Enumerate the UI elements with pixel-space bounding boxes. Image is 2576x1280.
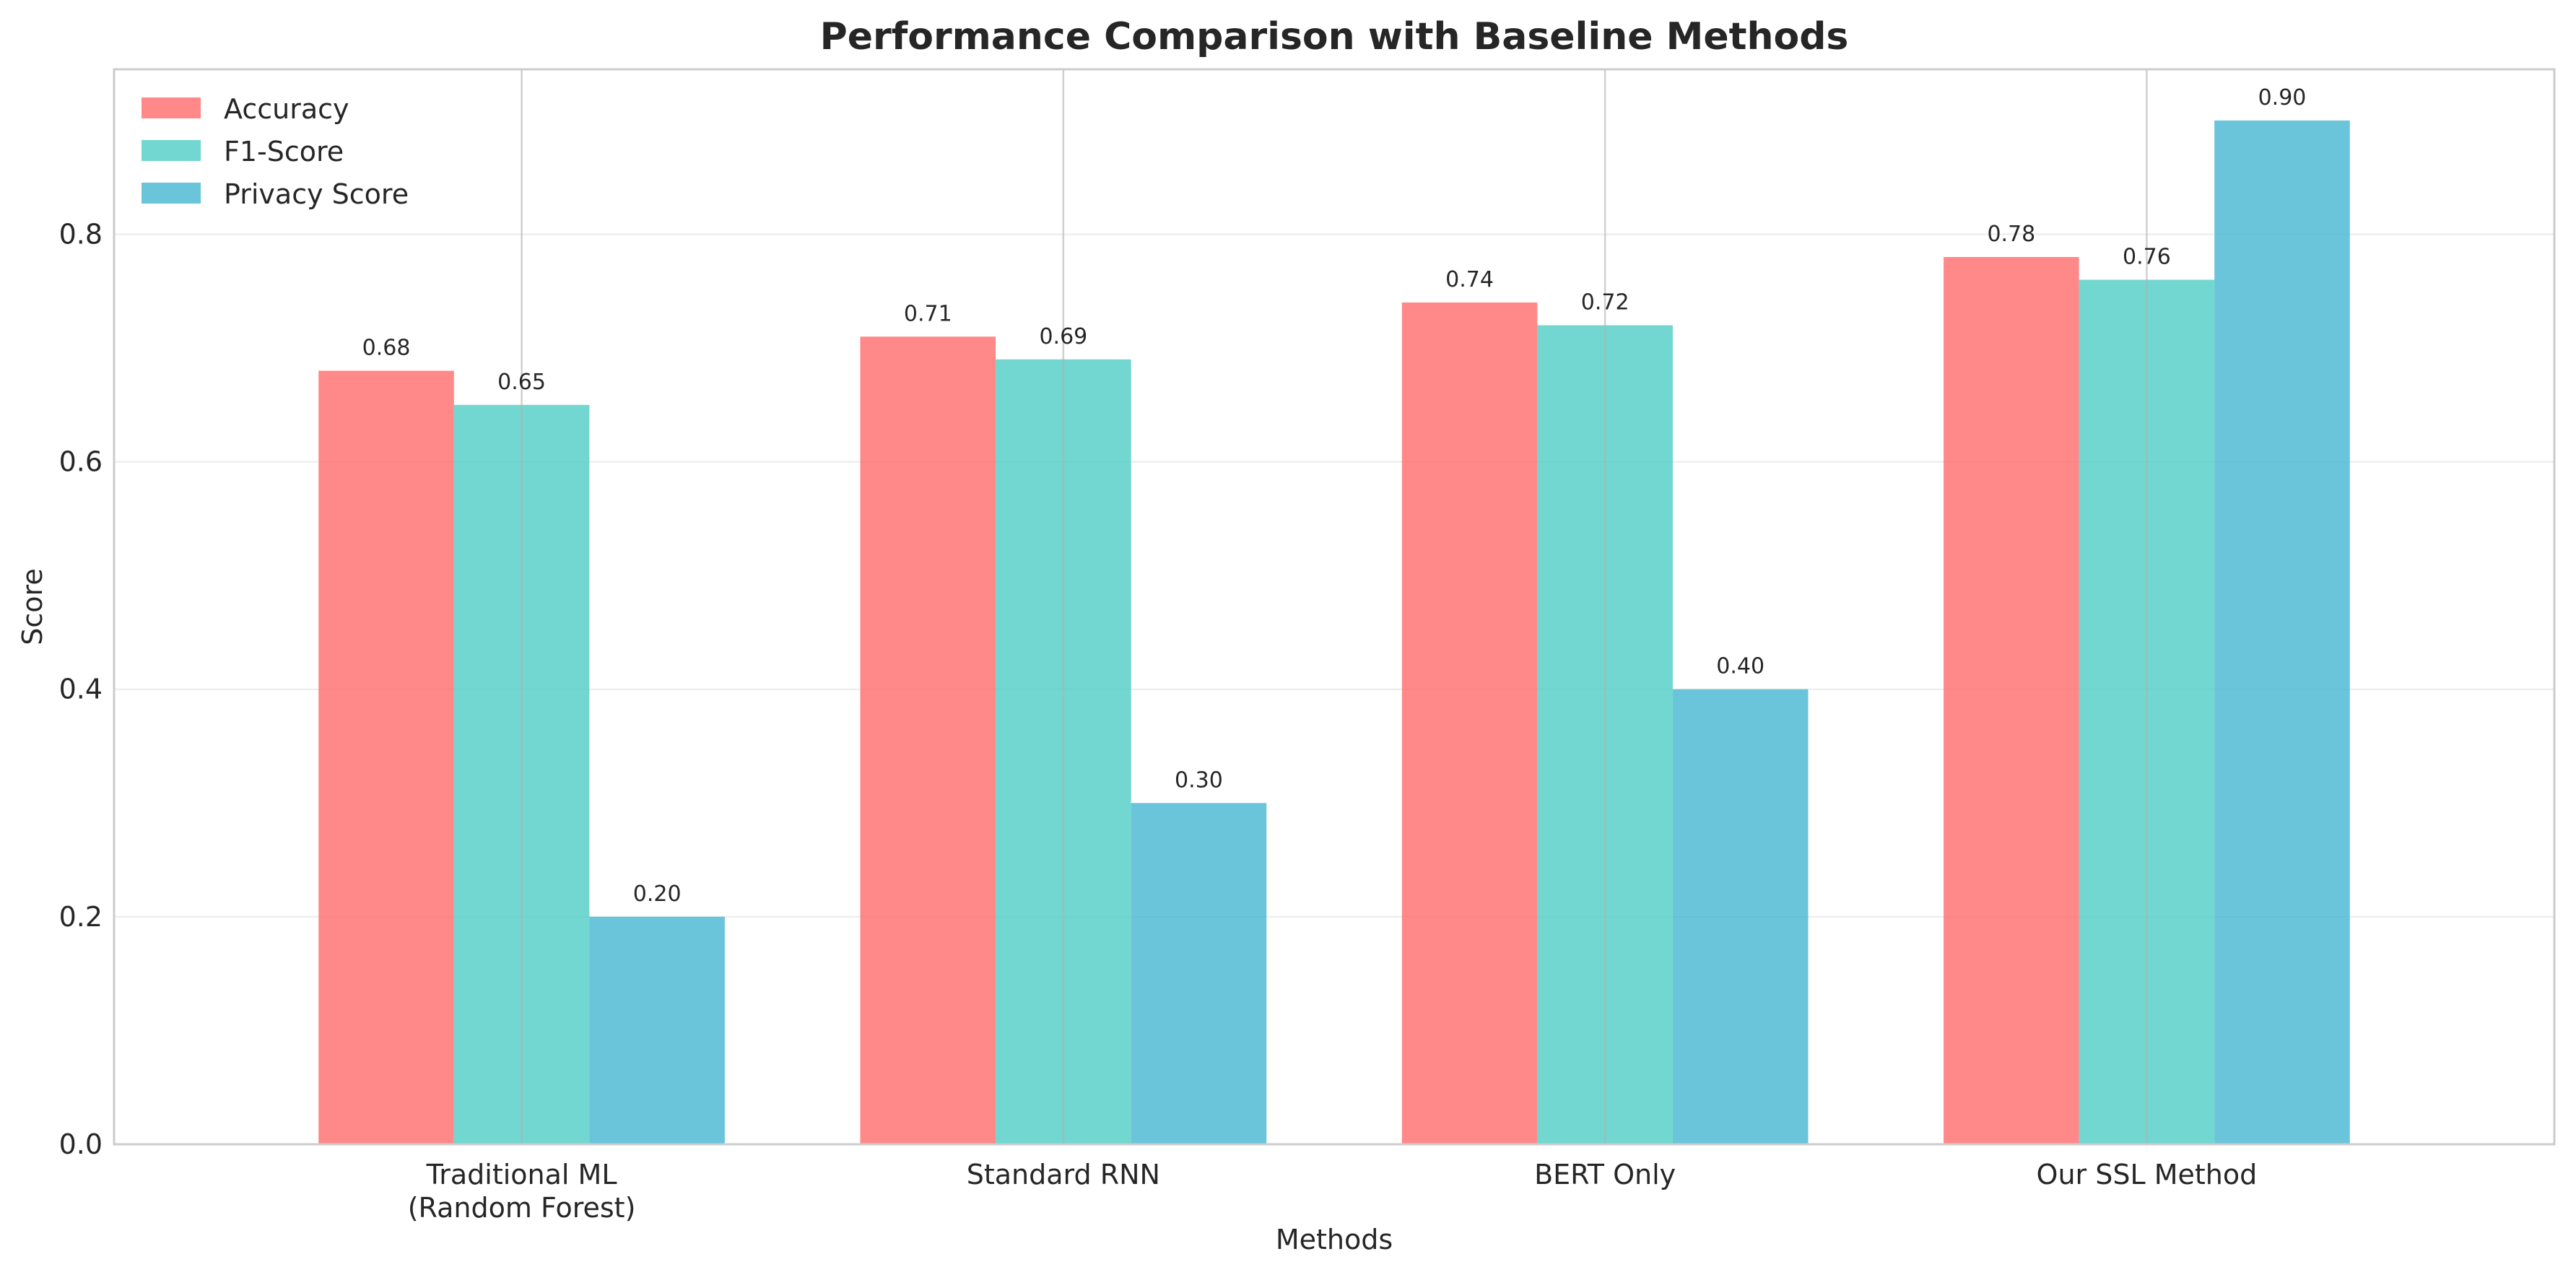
bar bbox=[1401, 302, 1538, 1144]
bar-value-label: 0.68 bbox=[362, 336, 411, 361]
bar bbox=[1672, 689, 1809, 1144]
bar-value-label: 0.74 bbox=[1445, 267, 1494, 292]
legend-swatch bbox=[142, 140, 201, 161]
legend-swatch bbox=[142, 97, 201, 118]
bar-value-label: 0.65 bbox=[497, 370, 546, 395]
legend: Accuracy F1-Score Privacy Score bbox=[142, 93, 409, 210]
bar bbox=[1131, 803, 1267, 1144]
bar-value-label: 0.69 bbox=[1039, 324, 1087, 349]
legend-swatch bbox=[142, 183, 201, 204]
legend-label: Privacy Score bbox=[224, 178, 409, 210]
bar bbox=[318, 370, 454, 1144]
bar bbox=[589, 916, 725, 1144]
bar-value-label: 0.90 bbox=[2258, 85, 2307, 110]
y-tick-label: 0.8 bbox=[59, 218, 103, 250]
bar-value-label: 0.30 bbox=[1175, 767, 1223, 793]
chart-title: Performance Comparison with Baseline Met… bbox=[820, 15, 1849, 58]
bars-layer bbox=[318, 120, 2350, 1145]
bar bbox=[860, 336, 996, 1145]
y-tick-label: 0.2 bbox=[59, 901, 103, 933]
bar-value-label: 0.78 bbox=[1987, 222, 2035, 247]
bar-value-label: 0.40 bbox=[1716, 654, 1765, 679]
x-tick-label: Our SSL Method bbox=[2037, 1159, 2258, 1190]
bar bbox=[1944, 256, 2079, 1144]
data-labels-layer: 0.68 0.71 0.74 0.78 0.65 0.69 0.72 0.76 0.20 0.30… bbox=[362, 85, 2307, 907]
legend-label: F1-Score bbox=[224, 136, 344, 167]
y-axis-title: Score bbox=[17, 568, 48, 645]
plot-frame bbox=[113, 68, 2556, 1146]
bar bbox=[2214, 120, 2350, 1144]
x-tick-label: Traditional ML bbox=[426, 1159, 617, 1190]
y-tick-label: 0.0 bbox=[59, 1128, 103, 1160]
bar-value-label: 0.76 bbox=[2123, 244, 2171, 269]
legend-label: Accuracy bbox=[224, 93, 349, 125]
y-tick-label: 0.6 bbox=[59, 446, 103, 478]
x-tick-label: Standard RNN bbox=[967, 1159, 1160, 1190]
vertical-gridlines bbox=[521, 69, 2148, 1144]
bar-value-label: 0.72 bbox=[1581, 290, 1629, 315]
y-tick-label: 0.4 bbox=[59, 674, 103, 705]
x-tick-label: BERT Only bbox=[1534, 1159, 1676, 1190]
x-axis-title: Methods bbox=[1276, 1224, 1393, 1255]
axes-layer: 0.0 0.2 0.4 0.6 0.8 Traditional ML(Random For… bbox=[59, 218, 2258, 1224]
bar-value-label: 0.71 bbox=[904, 301, 952, 326]
x-tick-label: (Random Forest) bbox=[408, 1192, 636, 1224]
bar-value-label: 0.20 bbox=[633, 881, 682, 907]
